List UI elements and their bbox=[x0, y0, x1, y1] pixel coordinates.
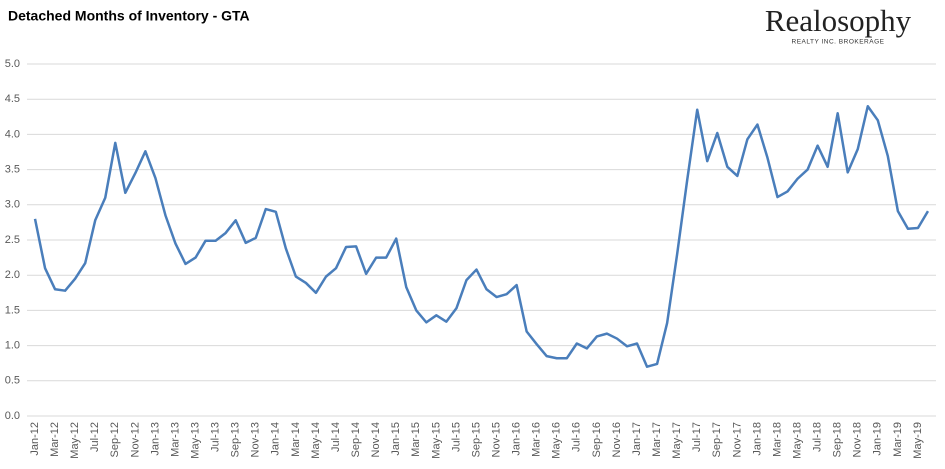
y-tick-label: 0.0 bbox=[5, 410, 20, 422]
x-tick-label: May-17 bbox=[671, 422, 683, 459]
x-tick-label: May-15 bbox=[430, 422, 442, 459]
x-tick-label: Nov-14 bbox=[370, 422, 382, 457]
x-tick-label: Jul-15 bbox=[450, 422, 462, 452]
x-tick-label: Jan-17 bbox=[631, 422, 643, 456]
x-tick-label: Mar-12 bbox=[49, 422, 61, 457]
y-tick-label: 4.5 bbox=[5, 93, 20, 105]
x-tick-label: Sep-15 bbox=[470, 422, 482, 457]
x-tick-label: Sep-13 bbox=[230, 422, 242, 457]
x-tick-label: Jul-13 bbox=[210, 422, 222, 452]
y-tick-label: 2.0 bbox=[5, 269, 20, 281]
x-tick-label: Mar-19 bbox=[892, 422, 904, 457]
logo: Realosophy bbox=[765, 3, 912, 38]
x-tick-label: Mar-16 bbox=[531, 422, 543, 457]
x-tick-label: Jul-17 bbox=[691, 422, 703, 452]
x-tick-label: Jan-18 bbox=[751, 422, 763, 456]
x-tick-label: Jul-18 bbox=[812, 422, 824, 452]
x-tick-label: Mar-15 bbox=[410, 422, 422, 457]
y-tick-label: 3.0 bbox=[5, 199, 20, 211]
x-tick-label: Sep-12 bbox=[109, 422, 121, 457]
x-tick-label: Jan-13 bbox=[149, 422, 161, 456]
y-tick-label: 1.0 bbox=[5, 340, 20, 352]
y-tick-label: 0.5 bbox=[5, 375, 20, 387]
y-tick-label: 4.0 bbox=[5, 128, 20, 140]
chart-title: Detached Months of Inventory - GTA bbox=[8, 8, 250, 24]
data-line bbox=[33, 104, 930, 368]
x-tick-label: Sep-17 bbox=[711, 422, 723, 457]
x-tick-label: Sep-18 bbox=[832, 422, 844, 457]
x-tick-label: Nov-12 bbox=[129, 422, 141, 457]
x-tick-label: May-13 bbox=[189, 422, 201, 459]
x-tick-label: Mar-13 bbox=[169, 422, 181, 457]
x-tick-label: Nov-17 bbox=[731, 422, 743, 457]
x-tick-label: Mar-18 bbox=[771, 422, 783, 457]
x-tick-label: Mar-17 bbox=[651, 422, 663, 457]
y-tick-label: 2.5 bbox=[5, 234, 20, 246]
x-tick-label: Jul-12 bbox=[89, 422, 101, 452]
x-tick-label: Nov-18 bbox=[852, 422, 864, 457]
x-tick-label: Nov-13 bbox=[250, 422, 262, 457]
x-tick-label: May-16 bbox=[551, 422, 563, 459]
x-tick-label: May-18 bbox=[791, 422, 803, 459]
x-tick-label: Jul-14 bbox=[330, 422, 342, 452]
x-tick-label: Jan-19 bbox=[872, 422, 884, 456]
x-tick-label: Jan-14 bbox=[270, 422, 282, 456]
x-tick-label: May-12 bbox=[69, 422, 81, 459]
y-tick-label: 3.5 bbox=[5, 164, 20, 176]
x-tick-label: May-19 bbox=[912, 422, 924, 459]
x-tick-label: Mar-14 bbox=[290, 422, 302, 457]
x-tick-label: Jan-15 bbox=[390, 422, 402, 456]
logo-tagline: REALTY INC. BROKERAGE bbox=[792, 39, 885, 46]
x-tick-label: Sep-16 bbox=[591, 422, 603, 457]
x-tick-label: Sep-14 bbox=[350, 422, 362, 457]
x-tick-label: May-14 bbox=[310, 422, 322, 459]
x-tick-label: Nov-15 bbox=[490, 422, 502, 457]
y-tick-label: 5.0 bbox=[5, 58, 20, 70]
x-tick-label: Nov-16 bbox=[611, 422, 623, 457]
y-tick-label: 1.5 bbox=[5, 304, 20, 316]
x-tick-label: Jan-16 bbox=[511, 422, 523, 456]
x-tick-label: Jan-12 bbox=[29, 422, 41, 456]
x-tick-label: Jul-16 bbox=[571, 422, 583, 452]
